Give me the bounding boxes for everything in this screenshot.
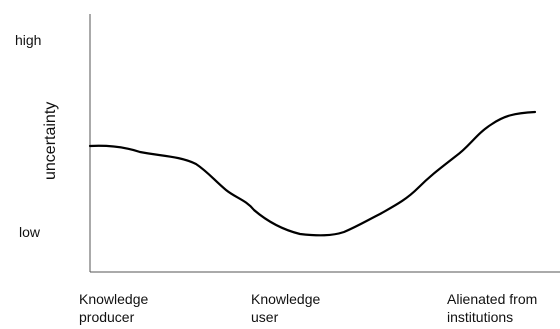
x-category-line2: institutions	[447, 309, 514, 325]
uncertainty-curve	[88, 110, 537, 237]
x-category-knowledge-user: Knowledge user	[251, 290, 371, 326]
x-category-knowledge-producer: Knowledge producer	[79, 290, 199, 326]
y-low-label: low	[19, 224, 41, 240]
x-category-line2: user	[251, 309, 279, 325]
x-category-line2: producer	[79, 309, 135, 325]
x-category-alienated-from-institutions: Alienated from institutions	[447, 290, 560, 326]
x-category-line1: Alienated from	[447, 291, 538, 307]
x-category-line1: Knowledge	[79, 291, 149, 307]
y-axis-title: uncertainty	[42, 101, 59, 180]
y-high-label: high	[15, 32, 42, 48]
x-category-line1: Knowledge	[251, 291, 321, 307]
